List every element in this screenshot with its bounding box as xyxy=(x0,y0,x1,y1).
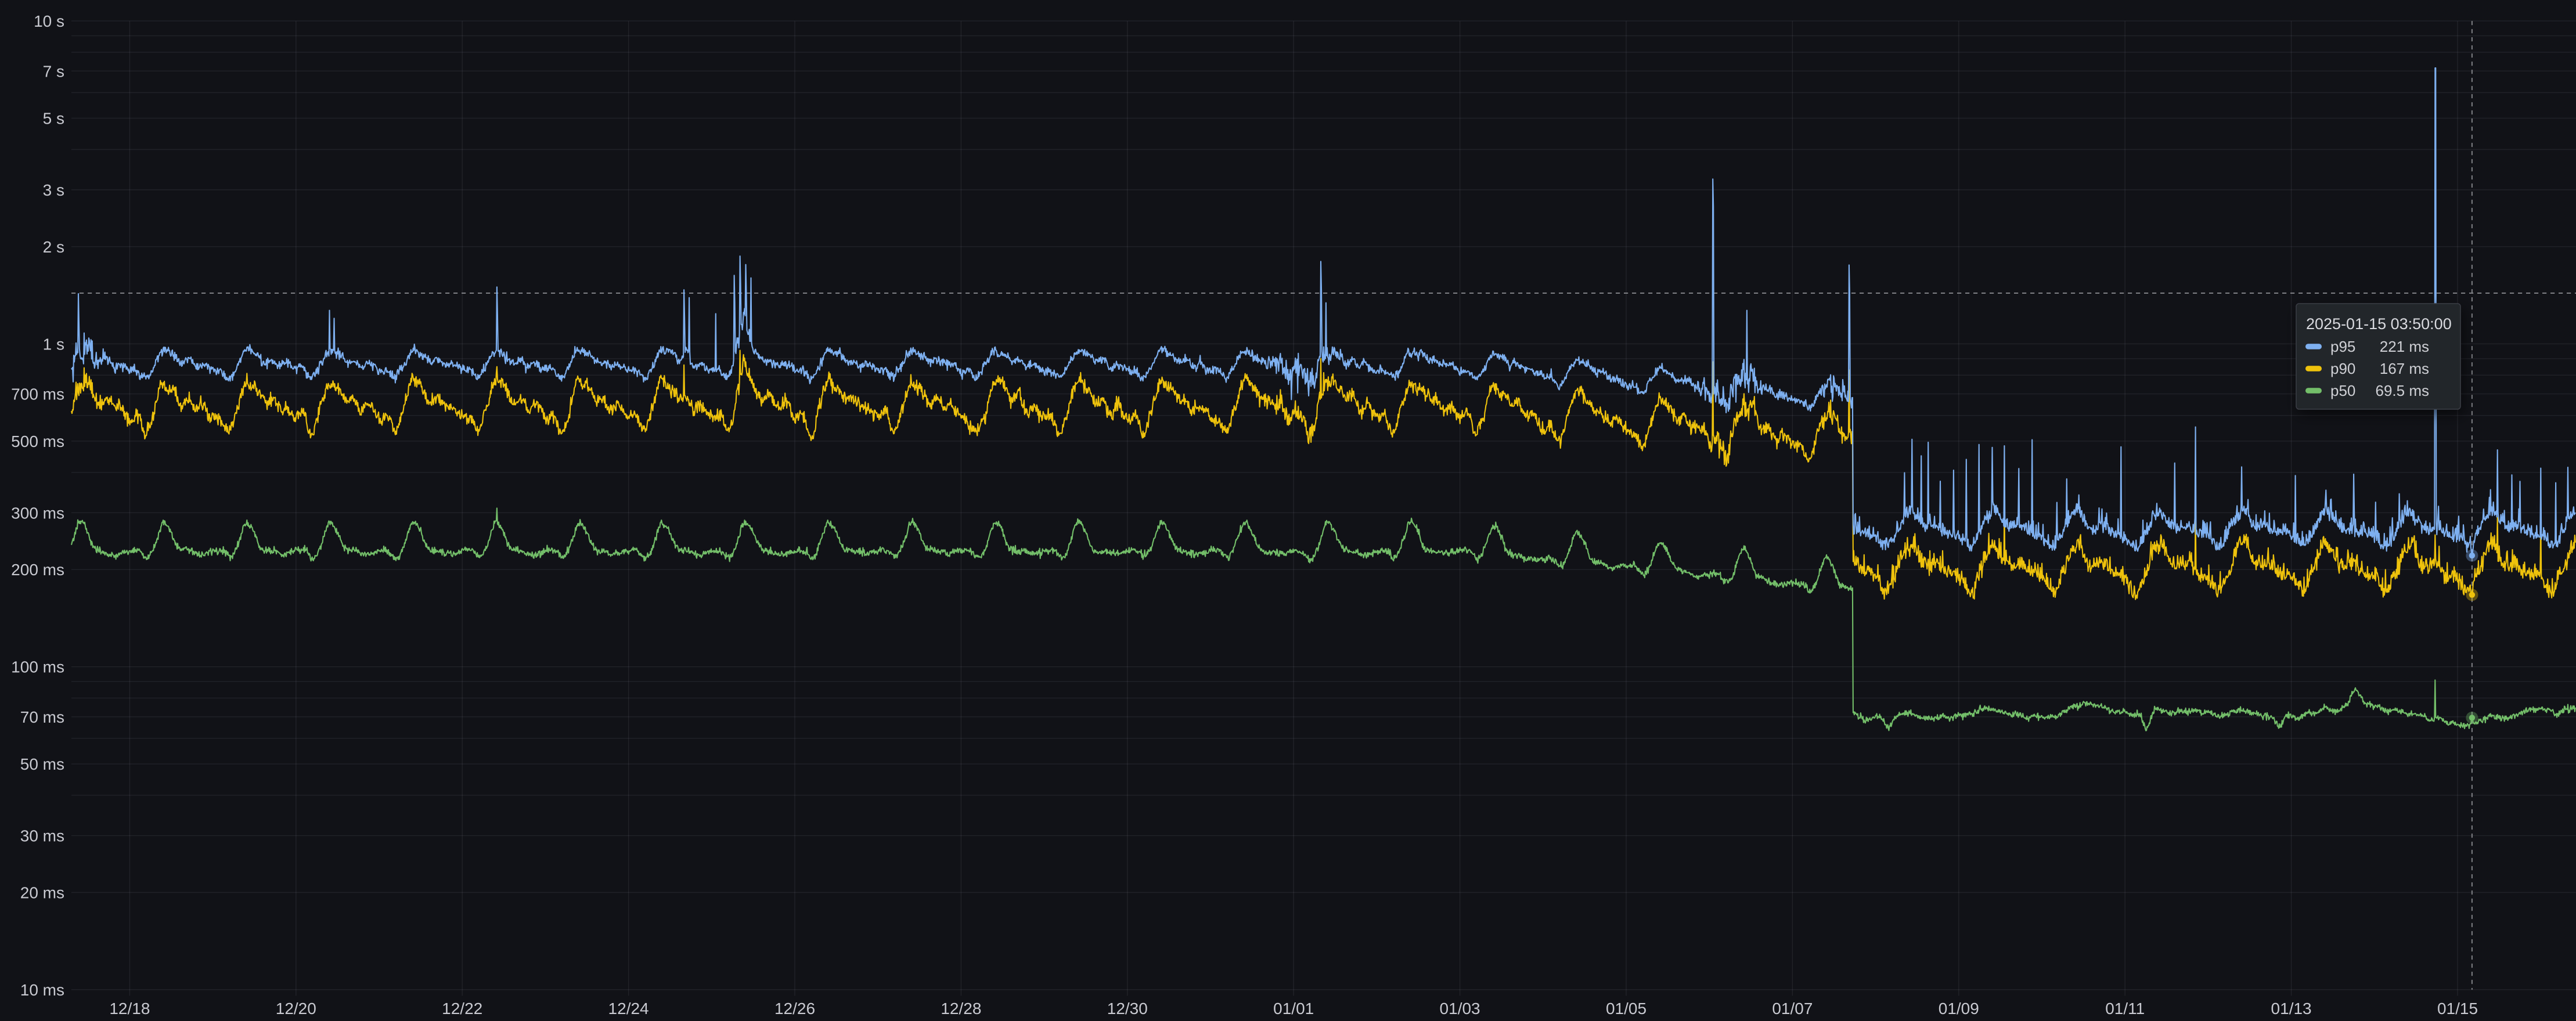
svg-text:69.5 ms: 69.5 ms xyxy=(2376,382,2430,399)
svg-text:01/13: 01/13 xyxy=(2271,1000,2312,1018)
svg-text:2025-01-15 03:50:00: 2025-01-15 03:50:00 xyxy=(2306,315,2452,333)
svg-text:700 ms: 700 ms xyxy=(11,385,64,403)
svg-text:01/09: 01/09 xyxy=(1939,1000,1979,1018)
svg-text:100 ms: 100 ms xyxy=(11,658,64,676)
svg-text:200 ms: 200 ms xyxy=(11,561,64,579)
svg-text:12/20: 12/20 xyxy=(276,1000,316,1018)
svg-text:01/11: 01/11 xyxy=(2105,1000,2145,1018)
svg-text:12/30: 12/30 xyxy=(1107,1000,1148,1018)
svg-text:01/07: 01/07 xyxy=(1772,1000,1813,1018)
svg-text:30 ms: 30 ms xyxy=(20,827,64,845)
svg-text:01/15: 01/15 xyxy=(2437,1000,2478,1018)
svg-text:p90: p90 xyxy=(2330,360,2355,377)
svg-text:20 ms: 20 ms xyxy=(20,884,64,902)
svg-text:70 ms: 70 ms xyxy=(20,708,64,726)
svg-text:1 s: 1 s xyxy=(43,335,64,353)
svg-text:50 ms: 50 ms xyxy=(20,755,64,773)
svg-text:01/05: 01/05 xyxy=(1606,1000,1647,1018)
svg-text:12/18: 12/18 xyxy=(109,1000,150,1018)
svg-text:3 s: 3 s xyxy=(43,181,64,199)
svg-text:10 ms: 10 ms xyxy=(20,981,64,999)
svg-text:12/24: 12/24 xyxy=(608,1000,649,1018)
svg-text:12/26: 12/26 xyxy=(774,1000,815,1018)
svg-text:12/28: 12/28 xyxy=(941,1000,981,1018)
svg-text:p95: p95 xyxy=(2330,338,2355,355)
svg-text:221 ms: 221 ms xyxy=(2380,338,2429,355)
svg-text:5 s: 5 s xyxy=(43,110,64,128)
svg-text:p50: p50 xyxy=(2330,382,2355,399)
svg-text:10 s: 10 s xyxy=(34,12,64,30)
svg-text:500 ms: 500 ms xyxy=(11,432,64,450)
svg-text:7 s: 7 s xyxy=(43,62,64,80)
svg-text:12/22: 12/22 xyxy=(442,1000,482,1018)
svg-text:300 ms: 300 ms xyxy=(11,504,64,522)
svg-text:01/01: 01/01 xyxy=(1273,1000,1314,1018)
svg-text:01/03: 01/03 xyxy=(1440,1000,1480,1018)
svg-text:167 ms: 167 ms xyxy=(2380,360,2429,377)
svg-text:2 s: 2 s xyxy=(43,238,64,256)
